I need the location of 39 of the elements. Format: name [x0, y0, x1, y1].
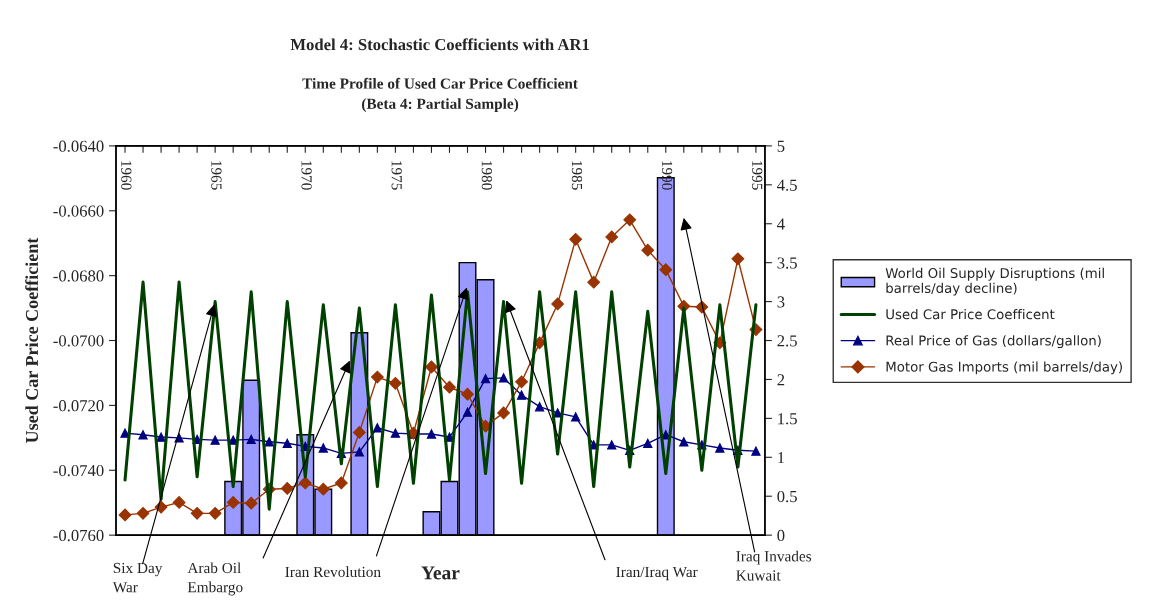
y2-tick-label: 1 [778, 452, 785, 464]
y-tick-label: -0.0740 [53, 464, 104, 477]
y2-tick-label: 0 [777, 529, 785, 542]
y2-tick-label: 5 [777, 140, 785, 152]
y-tick-label: -0.0640 [53, 140, 104, 152]
y2-tick-label: 3 [777, 296, 785, 308]
chart-title: Model 4: Stochastic Coefficients with AR1 [290, 38, 589, 51]
y2-tick-label: 1.5 [778, 413, 797, 425]
legend-label: Used Car Price Coefficent [886, 308, 1055, 320]
y2-tick-label: 4.5 [777, 179, 797, 191]
y-axis-title: Used Car Price Coefficient [25, 237, 39, 443]
x-axis-title: Year [421, 566, 460, 580]
x-tick-label: 1960 [121, 161, 132, 190]
y-tick-label: -0.0760 [53, 529, 104, 542]
x-tick-label: 1970 [301, 161, 312, 190]
y-tick-label: -0.0660 [53, 205, 104, 217]
x-tick-label: 1985 [571, 161, 583, 190]
y-tick-label: -0.0720 [53, 400, 104, 412]
legend-label: Motor Gas Imports (mil barrels/day) [886, 361, 1122, 375]
x-tick-label: 1980 [481, 161, 493, 190]
legend-label: Real Price of Gas (dollars/gallon) [886, 335, 1101, 349]
y2-tick-label: 4 [777, 218, 785, 230]
y-tick-label: -0.0680 [53, 270, 104, 282]
chart-subtitle: Time Profile of Used Car Price Coefficient (Beta 4: Partial Sample) [302, 77, 578, 113]
legend-label: World Oil Supply Disruptions (mil barrels/day decline) [885, 267, 1104, 296]
annotation: Six Day War [112, 562, 163, 593]
text: Iraq Invades Kuwait [736, 550, 812, 581]
y2-tick-label: 0.5 [777, 490, 797, 503]
y2-tick-label: 2.5 [777, 335, 797, 347]
y2-tick-label: 3.5 [777, 257, 797, 269]
y2-tick-label: 2 [777, 374, 785, 386]
text: Iran Revolution [285, 566, 381, 578]
x-tick-label: 1995 [752, 161, 763, 190]
x-tick-label: 1990 [661, 161, 673, 190]
y-tick-label: -0.0700 [53, 335, 104, 347]
text: Iran/Iraq War [616, 566, 698, 581]
x-tick-label: 1965 [211, 161, 222, 190]
text: Arab Oil Embargo [187, 562, 243, 596]
x-tick-label: 1975 [391, 161, 402, 190]
